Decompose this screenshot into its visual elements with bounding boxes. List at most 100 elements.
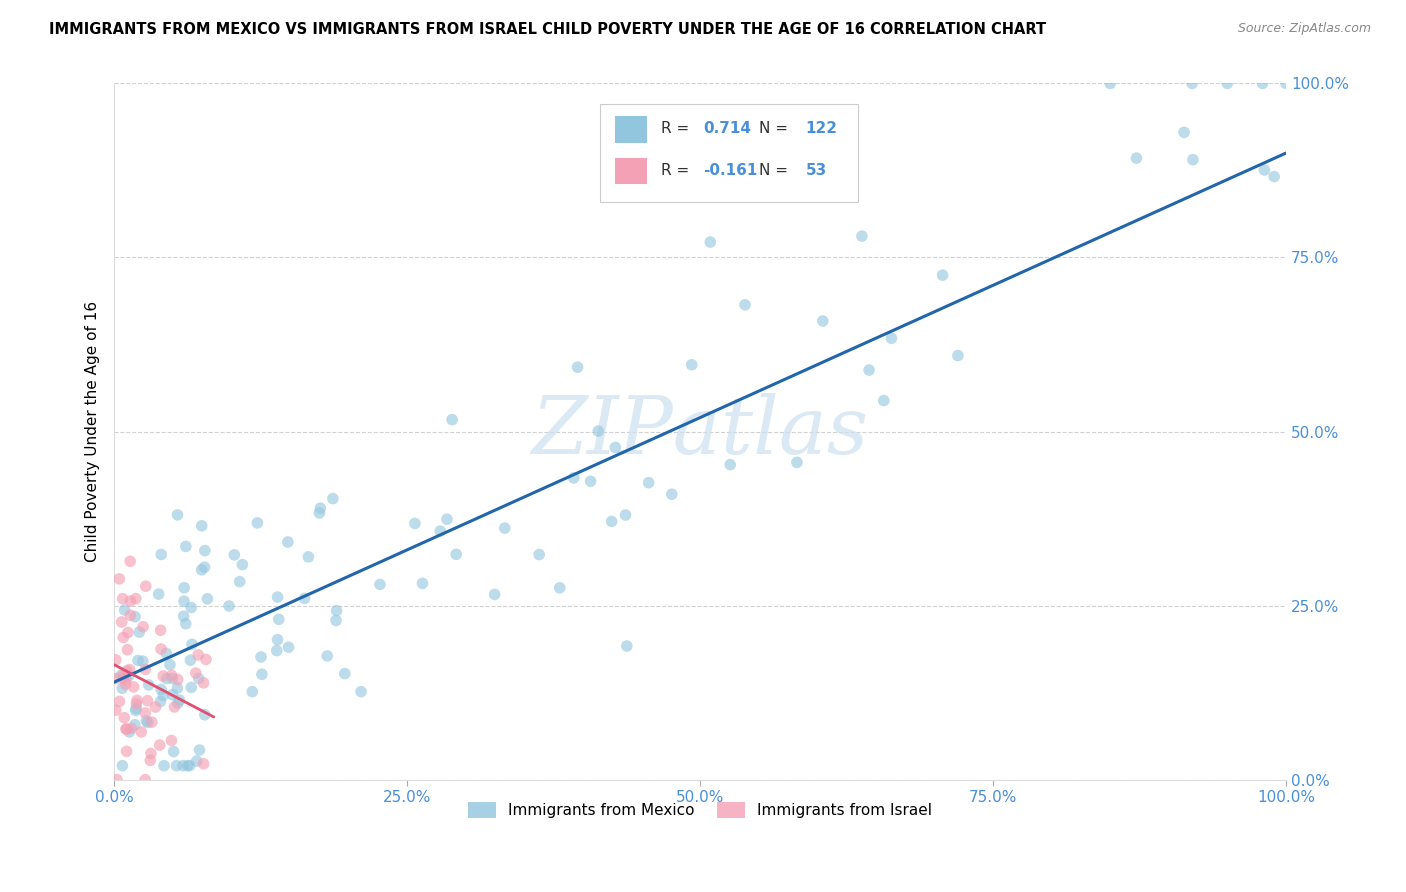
Point [118, 663, 141, 677]
Point [184, 666, 207, 681]
Point [277, 535, 299, 549]
Point [150, 642, 173, 657]
Point [139, 747, 162, 761]
Text: -0.161: -0.161 [703, 163, 758, 178]
Y-axis label: Child Poverty Under the Age of 16: Child Poverty Under the Age of 16 [86, 301, 100, 562]
Point [134, 706, 156, 720]
Point [294, 591, 316, 606]
Point [115, 723, 138, 737]
Point [163, 700, 186, 714]
Point [135, 714, 157, 728]
Point [718, 458, 741, 472]
Point [873, 393, 896, 408]
Point [124, 609, 146, 624]
Point [111, 681, 134, 696]
Point [179, 653, 201, 667]
Point [112, 667, 135, 681]
Point [135, 579, 157, 593]
Point [120, 721, 142, 735]
Point [117, 625, 139, 640]
Point [266, 643, 288, 657]
Point [134, 662, 156, 676]
Point [429, 524, 451, 538]
Point [166, 508, 188, 522]
Point [1099, 77, 1122, 91]
Point [412, 576, 434, 591]
Point [124, 718, 146, 732]
Point [180, 600, 202, 615]
Point [661, 487, 683, 501]
Point [444, 547, 467, 561]
Point [115, 744, 138, 758]
Point [193, 756, 215, 771]
Point [187, 672, 209, 686]
Point [125, 697, 148, 711]
Point [246, 516, 269, 530]
Point [1263, 169, 1285, 184]
Point [180, 681, 202, 695]
Point [851, 229, 873, 244]
Point [172, 758, 194, 772]
Text: 122: 122 [806, 121, 838, 136]
Point [240, 684, 263, 698]
Point [136, 693, 159, 707]
Text: R =: R = [661, 163, 695, 178]
Point [174, 616, 197, 631]
Point [880, 331, 903, 345]
Point [162, 745, 184, 759]
Point [1181, 153, 1204, 167]
Point [186, 754, 208, 768]
Legend: Immigrants from Mexico, Immigrants from Israel: Immigrants from Mexico, Immigrants from … [463, 796, 938, 824]
Point [187, 648, 209, 662]
Point [162, 688, 184, 702]
Point [120, 554, 142, 568]
Point [148, 587, 170, 601]
Point [811, 314, 834, 328]
Point [169, 693, 191, 707]
Text: 0.714: 0.714 [703, 121, 752, 136]
Point [586, 424, 609, 438]
Text: Source: ZipAtlas.com: Source: ZipAtlas.com [1237, 22, 1371, 36]
Point [835, 163, 858, 178]
Point [136, 715, 159, 730]
Point [132, 620, 155, 634]
Point [141, 715, 163, 730]
Point [117, 669, 139, 683]
Point [297, 549, 319, 564]
Point [699, 235, 721, 249]
Point [228, 574, 250, 589]
Point [139, 754, 162, 768]
Text: IMMIGRANTS FROM MEXICO VS IMMIGRANTS FROM ISRAEL CHILD POVERTY UNDER THE AGE OF : IMMIGRANTS FROM MEXICO VS IMMIGRANTS FRO… [49, 22, 1046, 37]
Point [308, 506, 330, 520]
Point [173, 594, 195, 608]
Point [931, 268, 953, 282]
Point [166, 758, 188, 772]
Point [190, 563, 212, 577]
Point [858, 363, 880, 377]
Point [114, 603, 136, 617]
Point [114, 673, 136, 687]
Point [250, 667, 273, 681]
Point [190, 518, 212, 533]
Point [127, 653, 149, 667]
Point [368, 577, 391, 591]
Point [108, 694, 131, 708]
Point [145, 700, 167, 714]
Point [132, 654, 155, 668]
Point [946, 349, 969, 363]
Point [110, 669, 132, 683]
Point [325, 604, 347, 618]
Point [104, 703, 127, 717]
Point [179, 758, 201, 772]
Point [181, 637, 204, 651]
Point [120, 608, 142, 623]
Point [117, 642, 139, 657]
Point [404, 516, 426, 531]
Point [152, 688, 174, 702]
Point [194, 707, 217, 722]
Point [125, 703, 148, 717]
Point [350, 684, 373, 698]
Point [548, 581, 571, 595]
Point [125, 701, 148, 715]
Text: N =: N = [759, 121, 793, 136]
